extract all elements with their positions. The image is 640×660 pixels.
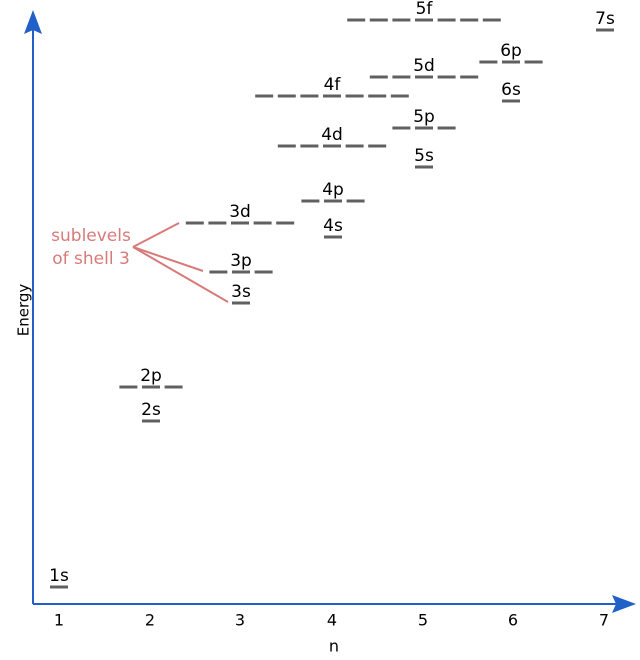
sublevel-label: 1s xyxy=(49,566,69,586)
annotation-text: of shell 3 xyxy=(52,249,130,269)
x-tick-label: 5 xyxy=(418,611,428,630)
y-arrow xyxy=(24,10,42,34)
x-tick-label: 4 xyxy=(327,611,337,630)
x-tick-label: 1 xyxy=(54,611,64,630)
sublevel-label: 3d xyxy=(229,202,251,222)
x-tick-label: 6 xyxy=(508,611,518,630)
y-axis-label: Energy xyxy=(15,284,33,337)
sublevel-label: 7s xyxy=(595,9,615,29)
sublevel-label: 3p xyxy=(230,251,252,271)
sublevel-label: 5s xyxy=(414,146,434,166)
annotation-text: sublevels xyxy=(51,226,131,246)
sublevel-label: 4f xyxy=(324,75,342,95)
x-arrow xyxy=(612,595,636,613)
x-axis-label: n xyxy=(329,637,339,656)
x-tick-label: 2 xyxy=(145,611,155,630)
sublevel-label: 5p xyxy=(413,107,435,127)
sublevel-label: 4s xyxy=(323,216,343,236)
sublevel-label: 2s xyxy=(141,400,161,420)
x-tick-label: 7 xyxy=(599,611,609,630)
sublevel-label: 5f xyxy=(416,0,434,19)
sublevel-label: 2p xyxy=(140,366,162,386)
x-tick-label: 3 xyxy=(235,611,245,630)
sublevel-label: 6s xyxy=(501,80,521,100)
sublevel-label: 5d xyxy=(413,56,435,76)
sublevel-label: 3s xyxy=(231,282,251,302)
annotation-lines xyxy=(132,222,229,303)
sublevel-label: 6p xyxy=(500,41,522,61)
sublevel-label: 4d xyxy=(321,125,343,145)
sublevel-label: 4p xyxy=(322,180,344,200)
